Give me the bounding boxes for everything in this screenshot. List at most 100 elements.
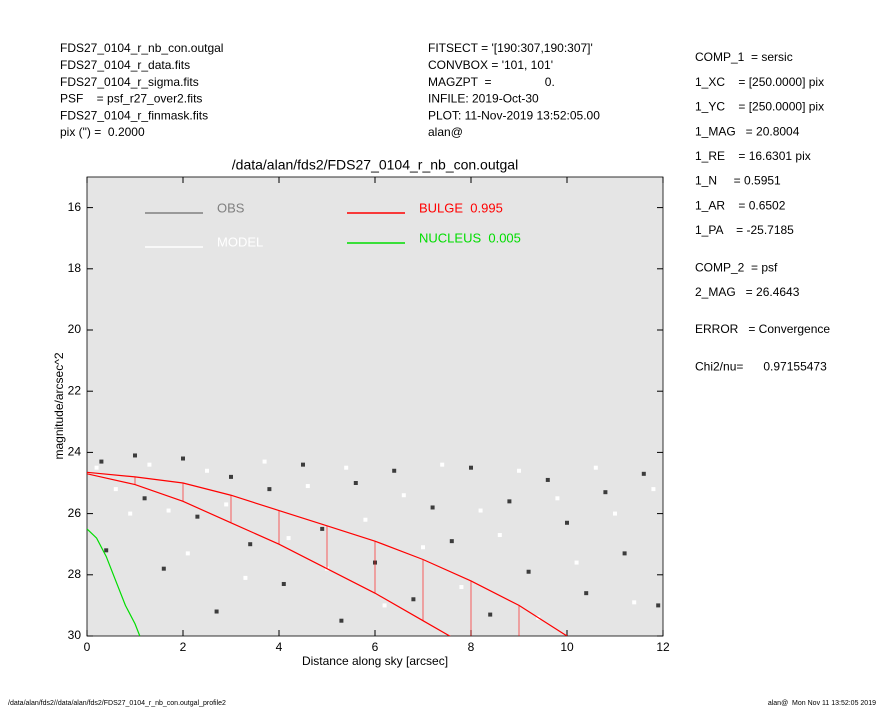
header-mid-line: FITSECT = '[190:307,190:307]': [428, 41, 593, 55]
header-left-line: FDS27_0104_r_nb_con.outgal: [60, 41, 223, 55]
fit-parameter: 1_XC = [250.0000] pix: [695, 75, 824, 89]
data-point: [305, 484, 310, 489]
x-tick-label: 10: [560, 640, 574, 654]
y-tick-label: 24: [68, 445, 82, 459]
data-point: [545, 477, 550, 482]
data-point: [651, 487, 656, 492]
x-axis-label: Distance along sky [arcsec]: [302, 654, 448, 668]
fit-parameter: 1_AR = 0.6502: [695, 198, 786, 212]
fit-parameter: ERROR = Convergence: [695, 322, 830, 336]
legend-label: NUCLEUS 0.005: [419, 230, 521, 245]
data-point: [229, 474, 233, 479]
data-point: [478, 508, 483, 513]
x-tick-label: 8: [468, 640, 475, 654]
data-point: [469, 465, 473, 470]
data-point: [320, 526, 325, 531]
legend-label: MODEL: [217, 234, 263, 249]
y-tick-label: 16: [68, 200, 82, 214]
header-mid-line: PLOT: 11-Nov-2019 13:52:05.00: [428, 108, 600, 122]
fit-parameter: COMP_2 = psf: [695, 260, 778, 274]
header-left-line: FDS27_0104_r_data.fits: [60, 58, 190, 72]
data-point: [603, 490, 608, 495]
y-axis-label: magnitude/arcsec^2: [52, 352, 66, 459]
data-point: [113, 487, 118, 492]
x-tick-label: 0: [84, 640, 91, 654]
bulge-lower: [87, 473, 451, 636]
data-point: [205, 468, 209, 473]
x-tick-label: 12: [656, 640, 670, 654]
data-point: [632, 600, 637, 605]
data-point: [224, 502, 229, 507]
data-point: [94, 465, 99, 470]
data-point: [411, 597, 416, 602]
data-point: [104, 548, 109, 553]
data-point: [497, 533, 502, 538]
data-point: [656, 603, 661, 608]
data-point: [421, 545, 425, 550]
fit-parameter: 1_YC = [250.0000] pix: [695, 100, 824, 114]
data-point: [243, 575, 248, 580]
data-point: [555, 496, 560, 501]
data-point: [353, 481, 358, 485]
data-point: [507, 499, 512, 504]
y-tick-label: 18: [68, 261, 82, 275]
data-point: [214, 609, 219, 614]
y-tick-label: 26: [68, 506, 82, 520]
data-point: [401, 493, 406, 498]
nucleus-line: [87, 528, 141, 636]
data-point: [593, 465, 598, 470]
data-point: [339, 618, 344, 623]
chart-title: /data/alan/fds2/FDS27_0104_r_nb_con.outg…: [232, 157, 518, 173]
data-point: [459, 585, 464, 590]
data-point: [526, 569, 531, 574]
data-point: [517, 468, 521, 473]
header-mid-line: MAGZPT = 0.: [428, 75, 555, 89]
y-tick-label: 30: [68, 628, 82, 642]
fit-parameter: Chi2/nu= 0.97155473: [695, 359, 827, 373]
header-mid-line: CONVBOX = '101, 101': [428, 58, 553, 72]
data-point: [133, 453, 137, 458]
data-point: [166, 508, 171, 513]
plot-area: [87, 453, 661, 636]
data-point: [195, 514, 200, 519]
data-point: [301, 462, 305, 467]
data-point: [382, 603, 387, 608]
data-point: [286, 536, 291, 541]
data-point: [430, 505, 435, 510]
data-point: [584, 591, 589, 596]
data-point: [142, 496, 147, 501]
fit-parameter: 1_RE = 16.6301 pix: [695, 149, 811, 163]
y-tick-label: 22: [68, 383, 82, 397]
data-point: [267, 487, 272, 492]
fit-parameter: COMP_1 = sersic: [695, 50, 793, 64]
footer-left: /data/alan/fds2//data/alan/fds2/FDS27_01…: [8, 700, 226, 707]
data-point: [262, 459, 267, 464]
data-point: [99, 459, 104, 464]
data-point: [641, 471, 646, 476]
data-point: [613, 511, 617, 516]
data-point: [281, 581, 286, 586]
header-left-line: PSF = psf_r27_over2.fits: [60, 92, 202, 106]
y-tick-label: 28: [68, 567, 82, 581]
bulge-upper: [87, 471, 568, 636]
data-point: [248, 542, 253, 547]
legend-label: BULGE 0.995: [419, 200, 503, 215]
data-point: [181, 456, 185, 461]
data-point: [161, 566, 166, 571]
fit-parameter: 1_MAG = 20.8004: [695, 124, 800, 138]
header-left-line: FDS27_0104_r_finmask.fits: [60, 108, 208, 122]
data-point: [622, 551, 627, 556]
data-point: [449, 539, 454, 544]
data-point: [344, 465, 349, 470]
data-point: [440, 462, 445, 467]
x-tick-label: 2: [180, 640, 187, 654]
footer-right: alan@ Mon Nov 11 13:52:05 2019: [768, 700, 876, 707]
fit-parameter: 1_N = 0.5951: [695, 174, 781, 188]
fit-parameter: 1_PA = -25.7185: [695, 223, 794, 237]
y-tick-label: 20: [68, 322, 82, 336]
header-mid-line: INFILE: 2019-Oct-30: [428, 92, 539, 106]
data-point: [147, 462, 152, 467]
legend-label: OBS: [217, 200, 245, 215]
